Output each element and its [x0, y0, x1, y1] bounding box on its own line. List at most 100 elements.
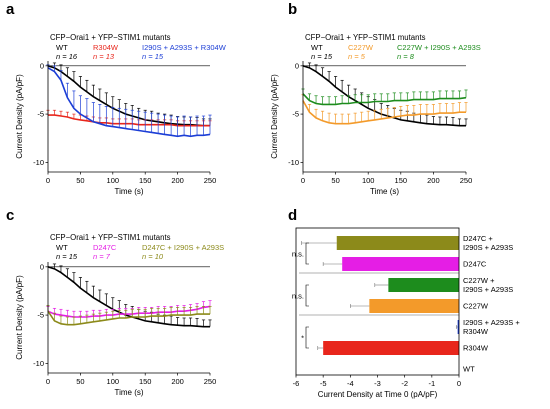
bar-group: C227W +I290S + A293S [374, 276, 513, 294]
bar [388, 278, 459, 292]
sig-label: n.s. [292, 250, 304, 259]
series-2 [301, 88, 468, 106]
bar-label: I290S + A293S [463, 285, 513, 294]
series-line [302, 100, 466, 125]
x-tick-label: 150 [139, 176, 152, 185]
panel-b: b 0 50 100 150 200 250 0 -5 -10 Time (s) Current De… [270, 1, 481, 196]
x-tick-label: 250 [204, 377, 217, 386]
x-tick-label: -4 [347, 379, 354, 388]
x-tick-label: 250 [460, 176, 473, 185]
bar-group: R304W [317, 341, 489, 355]
y-tick-label: -10 [288, 158, 299, 167]
legend-n: n = 5 [348, 52, 366, 61]
x-axis-label: Time (s) [114, 388, 143, 397]
x-tick-label: 50 [76, 176, 84, 185]
bar-label: I290S + A293S + [463, 318, 520, 327]
bar-group: D247C [322, 257, 487, 271]
y-tick-label: -10 [33, 359, 44, 368]
x-tick-label: 200 [171, 377, 184, 386]
panel-letter: b [288, 1, 297, 18]
y-tick-label: 0 [40, 262, 44, 271]
series-0 [302, 62, 468, 127]
legend-n: n = 10 [142, 252, 164, 261]
panel-c: c 0 50 100 150 200 250 0 -5 -10 Time (s) Current De… [6, 207, 224, 397]
sig-bracket [305, 242, 309, 265]
series-line [48, 114, 210, 127]
y-tick-label: -5 [292, 110, 299, 119]
x-tick-label: 50 [331, 176, 339, 185]
legend-n: n = 8 [397, 52, 415, 61]
bar-label: R304W [463, 327, 489, 336]
x-axis-label: Current Density at Time 0 (pA/pF) [318, 390, 438, 399]
y-axis-label: Current Density (pA/pF) [15, 74, 24, 159]
bar-label: I290S + A293S [463, 243, 513, 252]
x-tick-label: 0 [457, 379, 461, 388]
bar-label: C227W + [463, 276, 495, 285]
y-tick-label: -5 [37, 110, 44, 119]
bar [457, 320, 459, 334]
bar [342, 257, 459, 271]
series-line [47, 65, 210, 127]
bar-label: WT [463, 365, 475, 374]
bar-group: I290S + A293S +R304W [455, 318, 520, 336]
panel-letter: c [6, 207, 14, 224]
x-tick-label: 0 [301, 176, 305, 185]
series-line [47, 310, 210, 326]
legend-entry: D247C [93, 243, 117, 252]
x-axis-label: Time (s) [114, 187, 143, 196]
y-tick-label: -5 [37, 311, 44, 320]
y-axis-label: Current Density (pA/pF) [15, 275, 24, 360]
legend-entry: C227W + I290S + A293S [397, 43, 481, 52]
panel-letter: a [6, 1, 15, 18]
bar-label: D247C [463, 260, 487, 269]
x-tick-label: -3 [374, 379, 381, 388]
x-tick-label: 100 [107, 176, 120, 185]
x-axis-label: Time (s) [370, 187, 399, 196]
series-1 [46, 109, 212, 127]
bar-group: WT [463, 365, 475, 374]
legend-n: n = 7 [93, 252, 111, 261]
series-0 [47, 62, 212, 127]
series-line [47, 266, 210, 328]
legend-entry: C227W [348, 43, 374, 52]
x-tick-label: -6 [293, 379, 300, 388]
x-tick-label: -5 [320, 379, 327, 388]
bar [336, 236, 459, 250]
legend-n: n = 16 [56, 52, 78, 61]
legend-entry: WT [56, 43, 68, 52]
legend-entry: D247C + I290S + A293S [142, 243, 224, 252]
panel-a: a 0 50 100 150 200 250 0 -5 -10 Time (s) Current De… [6, 1, 227, 196]
x-tick-label: 100 [107, 377, 120, 386]
sig-label: * [301, 334, 304, 343]
panel-letter: d [288, 207, 297, 224]
series-2 [46, 305, 212, 326]
y-tick-label: 0 [295, 61, 299, 70]
series-line [302, 93, 467, 106]
bar-group: C227W [350, 299, 489, 313]
panel-title: CFP−Orai1 + YFP−STIM1 mutants [305, 33, 426, 42]
legend-entry: WT [311, 43, 323, 52]
panel-title: CFP−Orai1 + YFP−STIM1 mutants [50, 233, 171, 242]
x-tick-label: 0 [46, 176, 50, 185]
bar-label: D247C + [463, 234, 493, 243]
sig-label: n.s. [292, 292, 304, 301]
bar [323, 341, 459, 355]
sig-bracket [305, 326, 309, 349]
legend-n: n = 15 [56, 252, 78, 261]
legend-n: n = 15 [142, 52, 164, 61]
x-tick-label: 50 [76, 377, 84, 386]
legend-entry: WT [56, 243, 68, 252]
series-line [302, 65, 466, 127]
legend-n: n = 13 [93, 52, 115, 61]
series-line [47, 67, 211, 138]
panel-title: CFP−Orai1 + YFP−STIM1 mutants [50, 33, 171, 42]
bar-group: D247C +I290S + A293S [301, 234, 513, 252]
y-tick-label: 0 [40, 61, 44, 70]
x-tick-label: 150 [139, 377, 152, 386]
legend-entry: R304W [93, 43, 119, 52]
x-tick-label: 0 [46, 377, 50, 386]
x-tick-label: 250 [204, 176, 217, 185]
bar-label: C227W [463, 302, 489, 311]
